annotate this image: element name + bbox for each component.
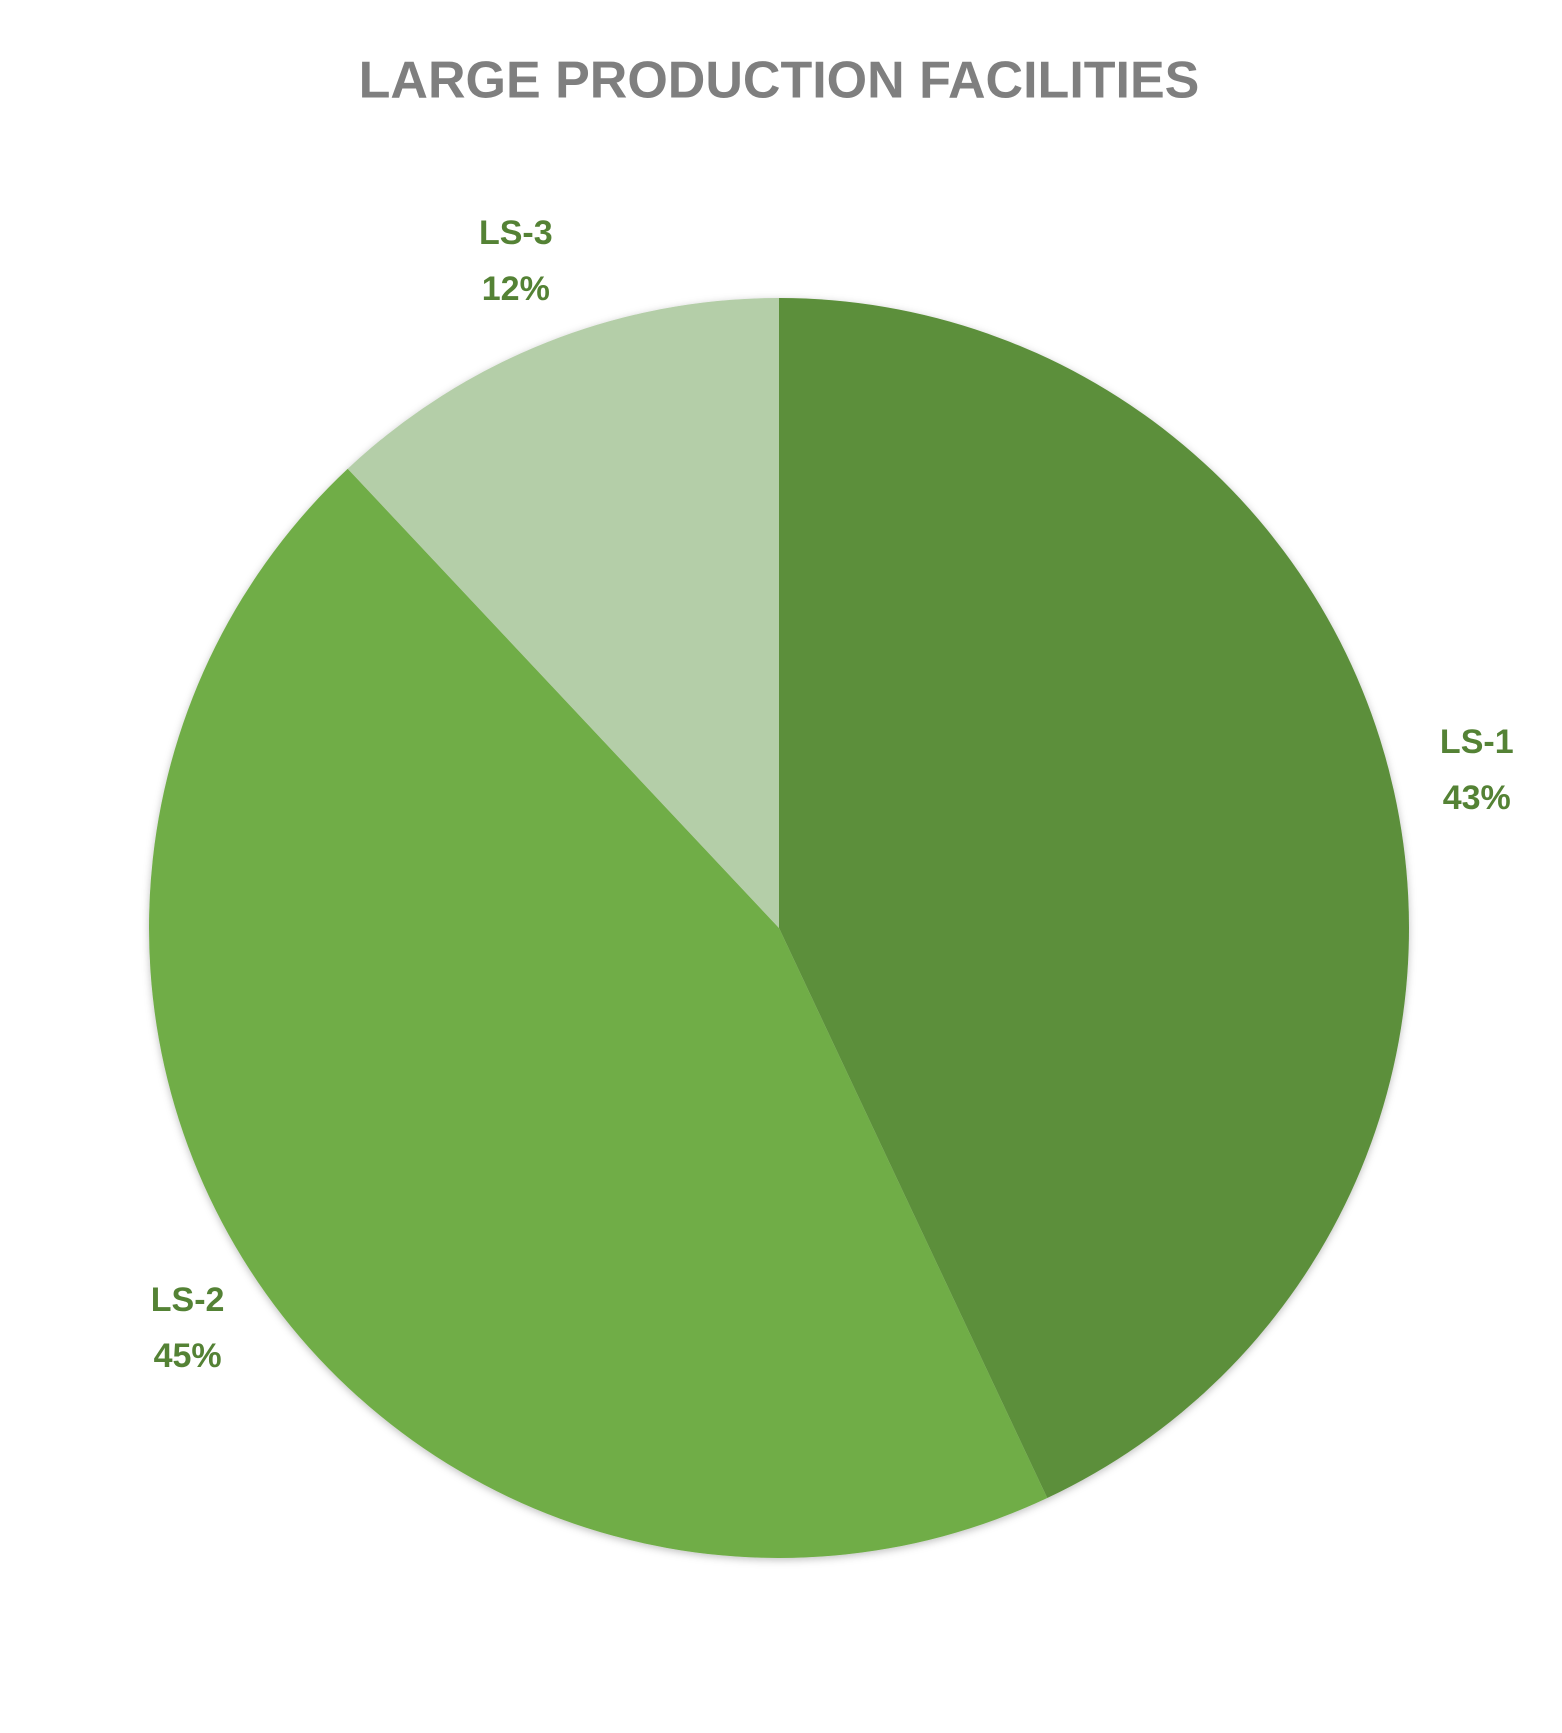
slice-label: LS-3 [479, 214, 553, 252]
pie [149, 298, 1410, 1558]
slice-value-label: 43% [1443, 779, 1511, 817]
pie-slice [149, 468, 1048, 1558]
slice-value-label: 45% [154, 1337, 222, 1375]
pie-slice [347, 298, 779, 928]
chart-title: LARGE PRODUCTION FACILITIES [359, 52, 1200, 110]
pie-slice [779, 298, 1410, 1499]
slice-label: LS-1 [1440, 723, 1514, 761]
slice-value-label: 12% [482, 270, 550, 308]
slice-label: LS-2 [151, 1281, 225, 1319]
